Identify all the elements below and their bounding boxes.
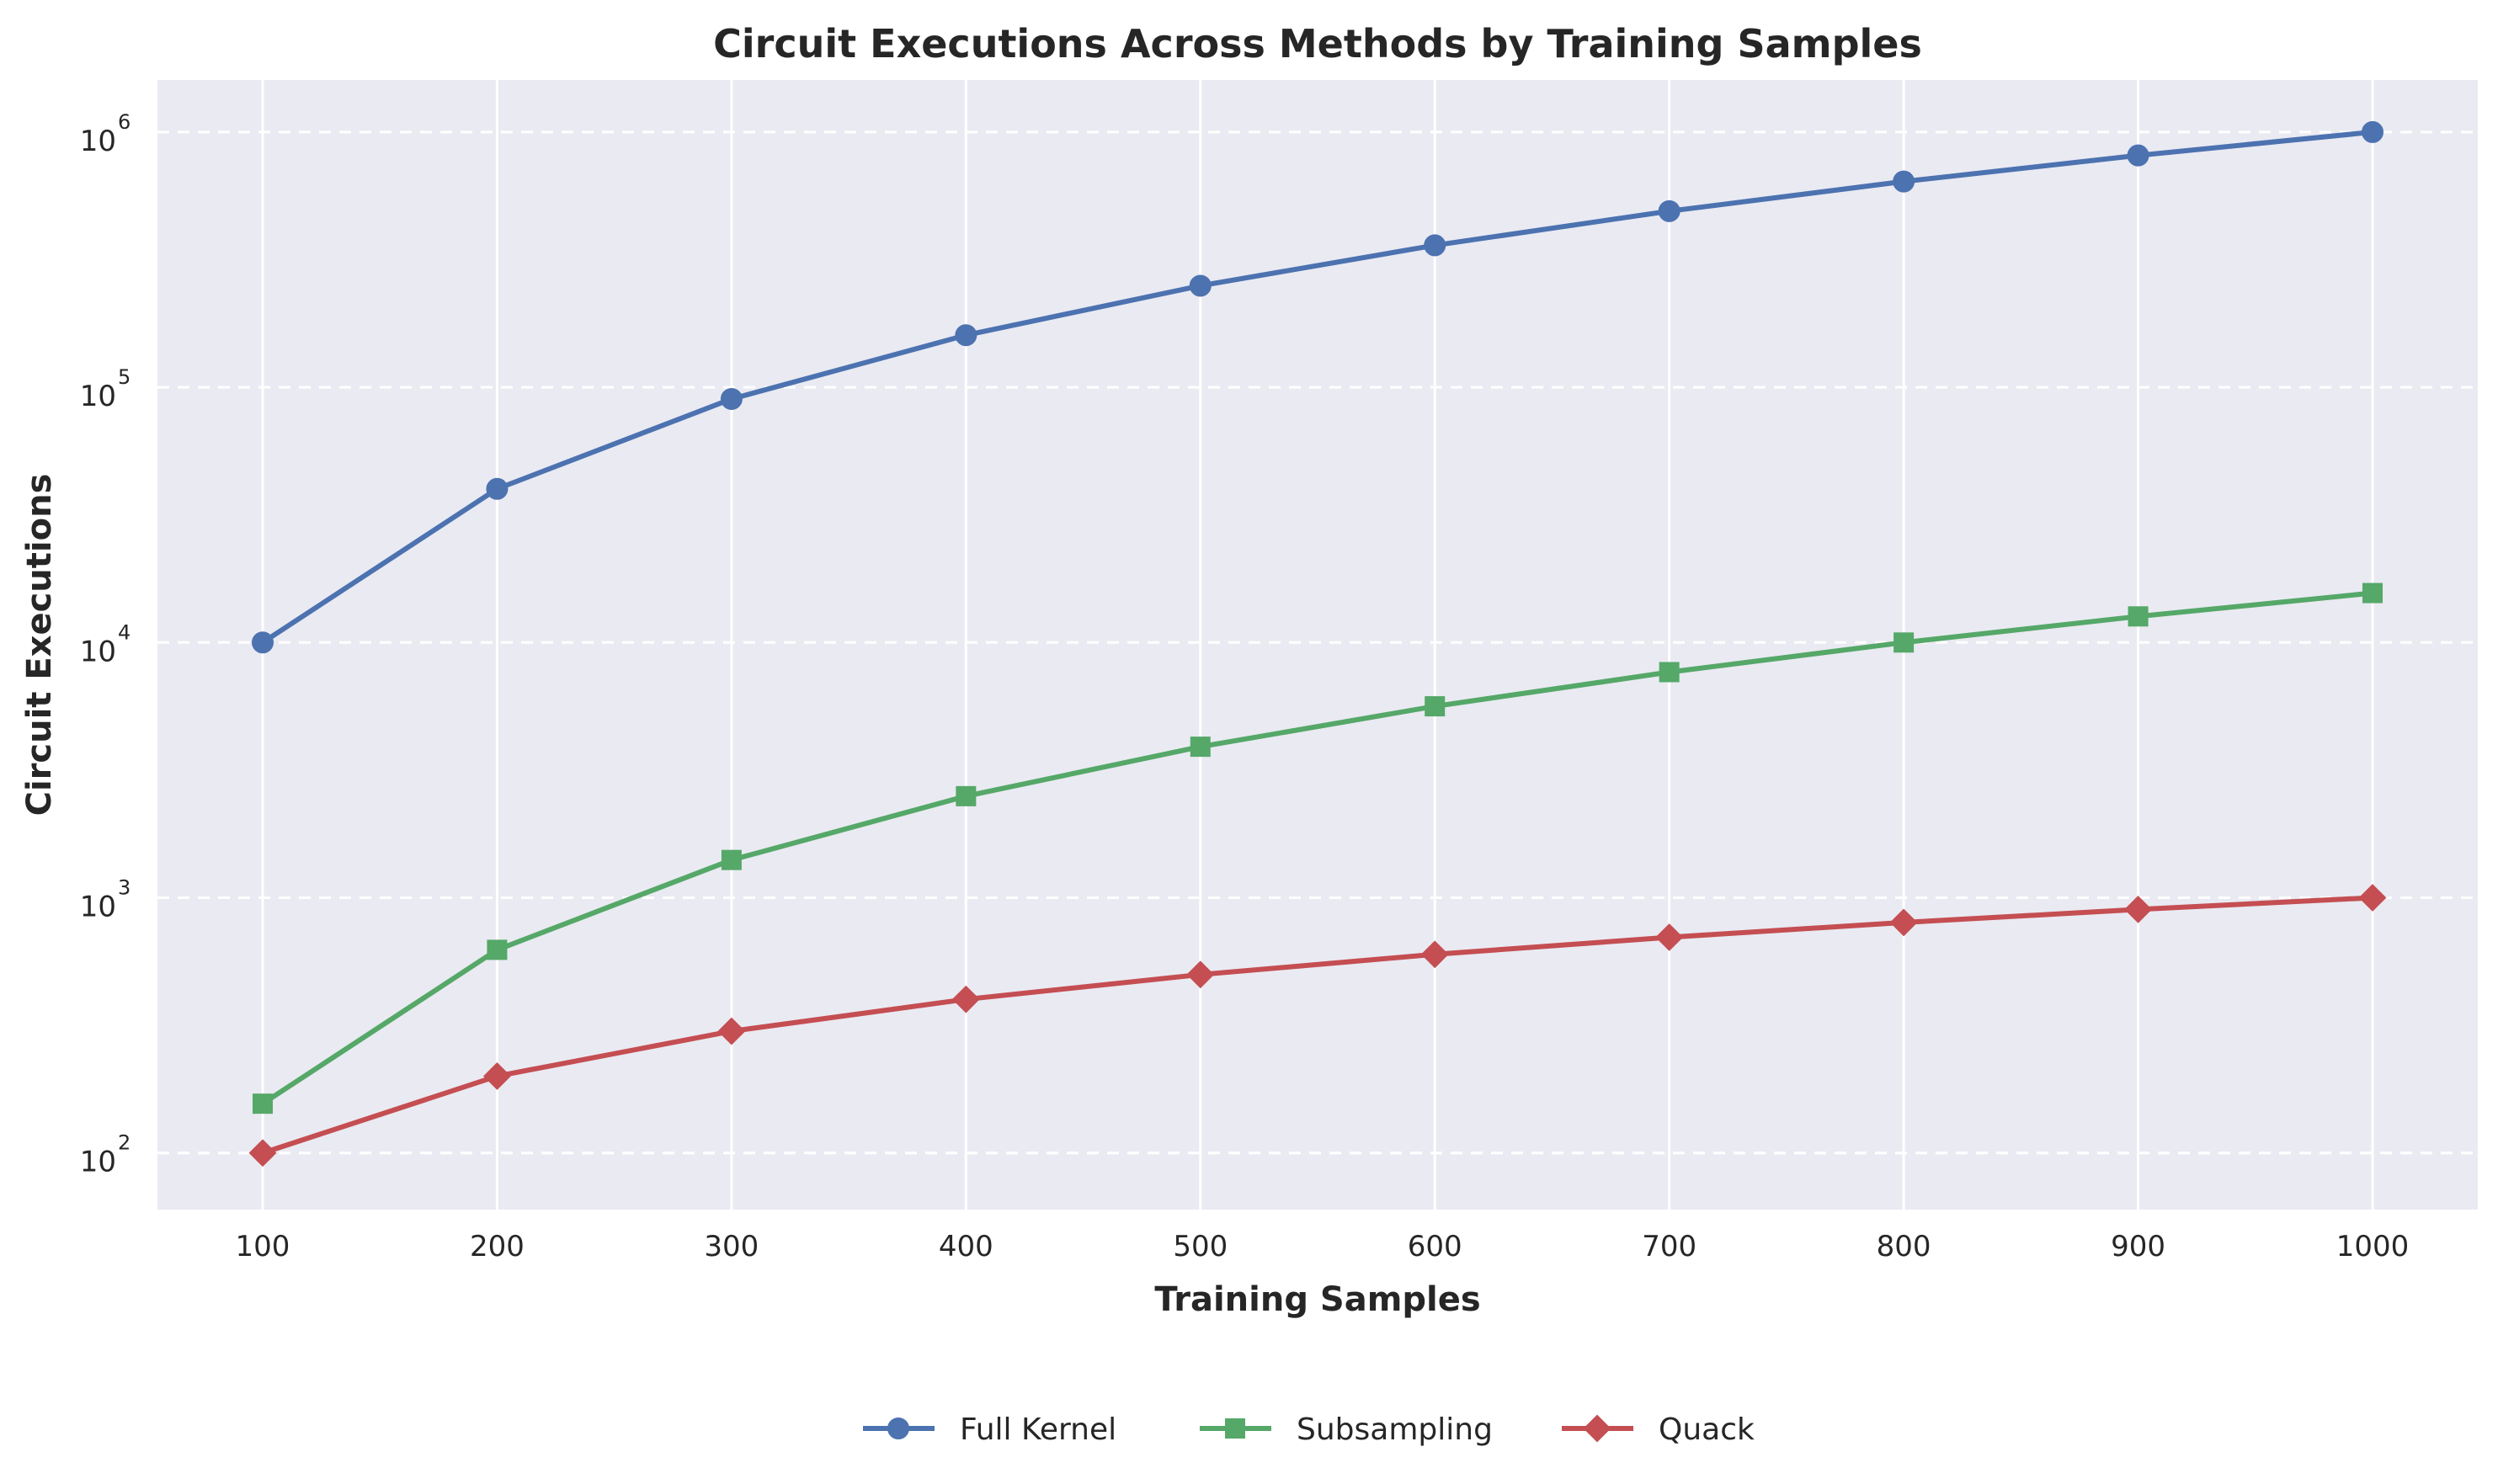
data-point (2362, 582, 2383, 604)
data-point (483, 1062, 511, 1090)
y-axis-label: Circuit Executions (20, 474, 59, 816)
chart-title: Circuit Executions Across Methods by Tra… (713, 21, 1922, 66)
data-point (253, 1093, 273, 1114)
x-gridlines (261, 80, 2374, 1210)
series-subsampling (253, 582, 2383, 1114)
data-point (955, 324, 977, 347)
data-point (1424, 234, 1446, 257)
legend-label: Subsampling (1297, 1412, 1493, 1447)
x-tick-label: 100 (236, 1230, 290, 1263)
data-point (1190, 737, 1211, 758)
data-point (1655, 923, 1684, 951)
legend-entry: Full Kernel (863, 1412, 1116, 1447)
data-point (1893, 632, 1915, 653)
x-tick-label: 700 (1642, 1230, 1696, 1263)
data-point (1659, 662, 1680, 683)
legend-marker (1225, 1418, 1245, 1439)
y-tick-exponent: 4 (118, 620, 130, 644)
y-tick-label: 106 (80, 110, 131, 158)
y-tick-exponent: 3 (118, 876, 130, 900)
legend-marker (1583, 1414, 1611, 1443)
legend-label: Quack (1659, 1412, 1755, 1447)
data-point (486, 477, 509, 500)
data-point (487, 939, 508, 960)
y-tick-label: 105 (80, 365, 131, 413)
data-point (1186, 960, 1215, 989)
y-tick-base: 10 (80, 125, 116, 158)
y-tick-exponent: 5 (118, 365, 130, 389)
x-axis-label: Training Samples (1154, 1280, 1480, 1319)
y-tick-base: 10 (80, 635, 116, 668)
x-tick-labels: 100 200 300 400 500 600 700 800 900 1000 (236, 1230, 2410, 1263)
data-point (1189, 274, 1212, 297)
legend: Full Kernel Subsampling Quack (863, 1412, 1755, 1447)
y-tick-base: 10 (80, 1146, 116, 1179)
series-full-kernel (252, 120, 2383, 654)
y-tick-exponent: 2 (118, 1131, 130, 1155)
data-point (252, 631, 274, 654)
x-tick-label: 900 (2111, 1230, 2165, 1263)
legend-label: Full Kernel (960, 1412, 1116, 1447)
data-point (2358, 884, 2387, 912)
y-tick-base: 10 (80, 380, 116, 413)
legend-entry: Subsampling (1200, 1412, 1493, 1447)
y-tick-label: 102 (80, 1131, 131, 1179)
x-tick-label: 500 (1173, 1230, 1228, 1263)
plot-area (157, 80, 2478, 1210)
data-point (248, 1139, 277, 1168)
x-tick-label: 200 (470, 1230, 525, 1263)
y-tick-label: 103 (80, 876, 131, 924)
data-point (951, 985, 980, 1013)
data-point (2127, 144, 2149, 167)
y-tick-base: 10 (80, 891, 116, 924)
data-point (2128, 606, 2149, 627)
data-point (2362, 120, 2383, 143)
series-line (260, 129, 2375, 646)
y-tick-exponent: 6 (118, 110, 130, 134)
legend-marker (887, 1418, 909, 1439)
data-point (1420, 940, 1449, 969)
data-point (720, 387, 743, 410)
data-point (721, 849, 742, 870)
data-point (1889, 908, 1918, 937)
series-line (260, 895, 2375, 1156)
series-layer (248, 120, 2387, 1168)
series-line (260, 590, 2375, 1107)
x-tick-label: 400 (939, 1230, 993, 1263)
x-tick-label: 300 (704, 1230, 759, 1263)
y-gridlines (157, 130, 2478, 1155)
data-point (717, 1017, 746, 1045)
x-tick-label: 800 (1877, 1230, 1931, 1263)
x-tick-label: 600 (1408, 1230, 1462, 1263)
data-point (1893, 170, 1915, 193)
y-tick-label: 104 (80, 620, 131, 668)
series-quack (248, 884, 2387, 1168)
data-point (1658, 199, 1680, 222)
data-point (956, 785, 977, 806)
x-tick-label: 1000 (2336, 1230, 2410, 1263)
legend-entry: Quack (1562, 1412, 1755, 1447)
data-point (1425, 696, 1446, 717)
data-point (2124, 895, 2152, 923)
